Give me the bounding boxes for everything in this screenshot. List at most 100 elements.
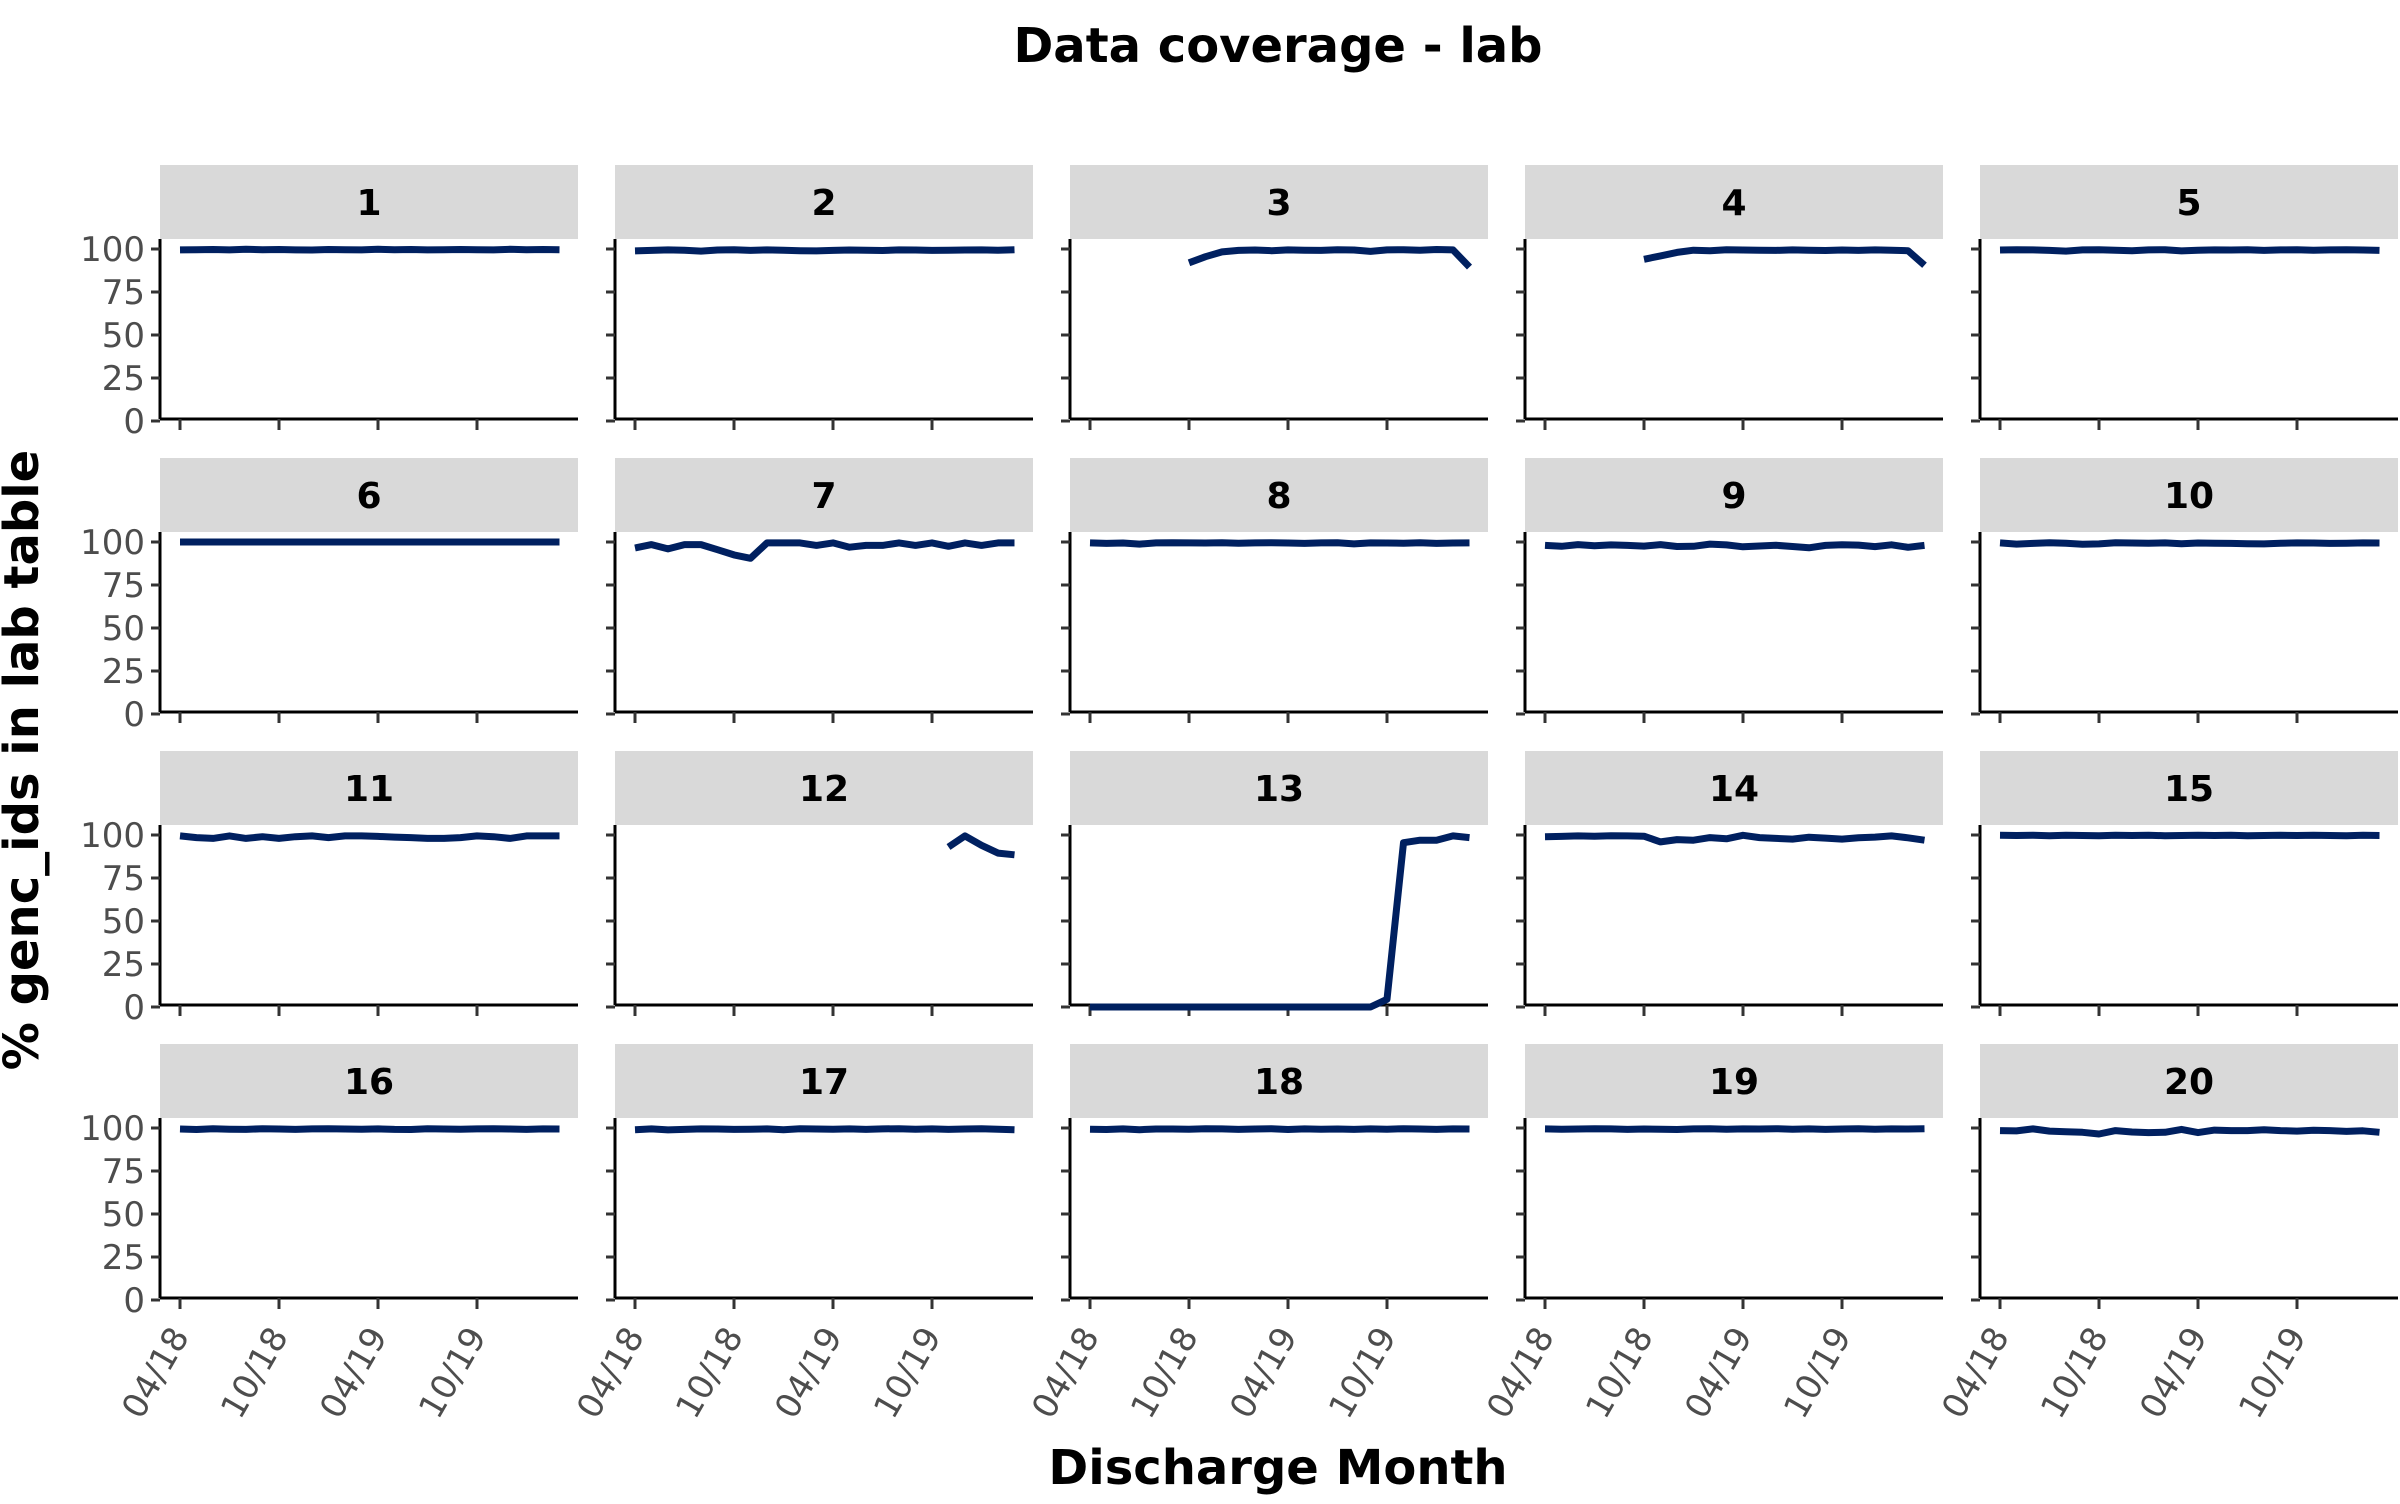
- facet-panel-14: 14: [1516, 751, 1943, 1016]
- facet-panel-4: 4: [1516, 165, 1943, 430]
- y-tick-label: 75: [102, 1152, 145, 1192]
- series-line-14: [1545, 835, 1925, 842]
- series-line-16: [180, 1129, 560, 1130]
- facet-panel-15: 15: [1971, 751, 2398, 1016]
- series-line-3: [1189, 250, 1470, 268]
- facet-strip-label: 20: [2164, 1062, 2214, 1103]
- series-line-9: [1545, 544, 1925, 548]
- x-tick-label: 04/19: [1677, 1321, 1761, 1426]
- x-tick-label: 10/18: [2033, 1321, 2117, 1426]
- y-tick-label: 25: [102, 359, 145, 399]
- facet-strip-label: 2: [811, 183, 836, 224]
- y-tick-label: 0: [123, 1281, 145, 1321]
- x-axis-title: Discharge Month: [1048, 1440, 1507, 1496]
- facet-strip-label: 4: [1721, 183, 1746, 224]
- y-tick-label: 25: [102, 652, 145, 692]
- series-line-19: [1545, 1129, 1925, 1130]
- facet-strip-label: 7: [811, 476, 836, 517]
- x-tick-label: 10/18: [1123, 1321, 1207, 1426]
- x-tick-label: 04/19: [1222, 1321, 1306, 1426]
- facet-panel-12: 12: [606, 751, 1033, 1016]
- x-tick-label: 04/18: [1479, 1321, 1563, 1426]
- facet-strip-label: 5: [2176, 183, 2201, 224]
- x-tick-label: 10/18: [1578, 1321, 1662, 1426]
- x-tick-label: 10/19: [866, 1321, 950, 1426]
- series-line-17: [635, 1129, 1015, 1130]
- facet-strip-label: 10: [2164, 476, 2214, 517]
- series-line-7: [635, 543, 1015, 558]
- facet-panel-10: 10: [1971, 458, 2398, 723]
- facet-strip-label: 6: [356, 476, 381, 517]
- facet-panel-3: 3: [1061, 165, 1488, 430]
- series-line-8: [1090, 543, 1470, 544]
- y-tick-label: 100: [80, 1109, 145, 1149]
- facet-strip-label: 8: [1266, 476, 1291, 517]
- facet-panel-7: 7: [606, 458, 1033, 723]
- y-tick-label: 0: [123, 402, 145, 442]
- facet-panel-8: 8: [1061, 458, 1488, 723]
- x-tick-label: 10/18: [668, 1321, 752, 1426]
- y-axis-title: % genc_ids in lab table: [0, 450, 50, 1070]
- y-tick-label: 100: [80, 230, 145, 270]
- facet-strip-label: 9: [1721, 476, 1746, 517]
- series-line-4: [1644, 250, 1925, 266]
- series-line-20: [2000, 1129, 2380, 1134]
- facet-panel-2: 2: [606, 165, 1033, 430]
- y-tick-label: 0: [123, 695, 145, 735]
- x-tick-label: 04/18: [1934, 1321, 2018, 1426]
- x-tick-label: 04/19: [767, 1321, 851, 1426]
- series-line-13: [1090, 836, 1470, 1007]
- facet-strip-label: 13: [1254, 769, 1304, 810]
- y-tick-label: 75: [102, 273, 145, 313]
- chart-title: Data coverage - lab: [1013, 18, 1542, 74]
- facet-strip-label: 19: [1709, 1062, 1759, 1103]
- y-tick-label: 75: [102, 566, 145, 606]
- facet-strip-label: 18: [1254, 1062, 1304, 1103]
- x-tick-label: 04/18: [114, 1321, 198, 1426]
- series-line-12: [949, 836, 1015, 855]
- facet-strip-label: 3: [1266, 183, 1291, 224]
- y-tick-label: 100: [80, 816, 145, 856]
- facet-strip-label: 15: [2164, 769, 2214, 810]
- y-tick-label: 0: [123, 988, 145, 1028]
- y-tick-label: 50: [102, 316, 145, 356]
- facet-strip-label: 17: [799, 1062, 849, 1103]
- x-tick-label: 10/18: [213, 1321, 297, 1426]
- y-tick-label: 25: [102, 1238, 145, 1278]
- x-tick-label: 10/19: [411, 1321, 495, 1426]
- x-tick-label: 04/19: [2132, 1321, 2216, 1426]
- facet-strip-label: 1: [356, 183, 381, 224]
- series-line-2: [635, 250, 1015, 251]
- y-tick-label: 100: [80, 523, 145, 563]
- facet-strip-label: 11: [344, 769, 394, 810]
- series-line-11: [180, 836, 560, 839]
- facet-panel-13: 13: [1061, 751, 1488, 1016]
- series-line-1: [180, 249, 560, 250]
- series-line-18: [1090, 1129, 1470, 1130]
- y-tick-label: 50: [102, 902, 145, 942]
- x-tick-label: 10/19: [1321, 1321, 1405, 1426]
- series-line-5: [2000, 250, 2380, 251]
- x-tick-label: 04/19: [312, 1321, 396, 1426]
- x-tick-label: 10/19: [1776, 1321, 1860, 1426]
- y-tick-label: 50: [102, 609, 145, 649]
- facet-strip-label: 16: [344, 1062, 394, 1103]
- y-tick-label: 75: [102, 859, 145, 899]
- facet-panel-9: 9: [1516, 458, 1943, 723]
- series-line-10: [2000, 543, 2380, 545]
- facet-strip-label: 12: [799, 769, 849, 810]
- x-tick-label: 10/19: [2231, 1321, 2315, 1426]
- y-tick-label: 50: [102, 1195, 145, 1235]
- x-tick-label: 04/18: [1024, 1321, 1108, 1426]
- y-tick-label: 25: [102, 945, 145, 985]
